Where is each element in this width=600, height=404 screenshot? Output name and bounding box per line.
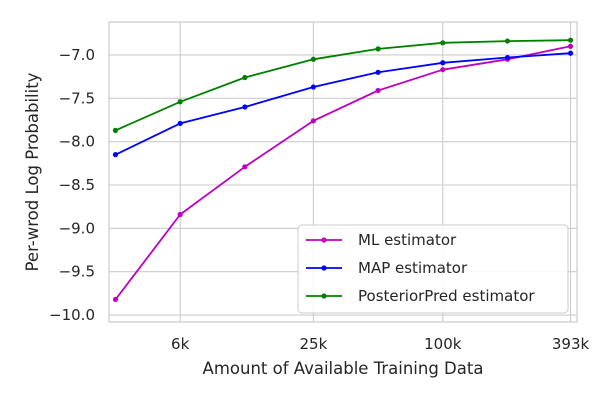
data-point — [310, 84, 316, 90]
data-point — [504, 54, 511, 61]
x-tick-label: 100k — [424, 335, 462, 353]
data-point — [440, 60, 446, 66]
y-tick-label: −10.0 — [49, 306, 95, 324]
data-point — [177, 211, 183, 218]
data-point — [375, 46, 381, 52]
data-point — [112, 296, 119, 303]
series-line — [114, 45, 571, 301]
legend-marker — [321, 237, 327, 243]
series-line — [115, 39, 571, 132]
y-tick-label: −8.5 — [59, 176, 95, 194]
data-point — [504, 38, 511, 44]
y-tick-label: −7.5 — [59, 89, 95, 107]
data-point — [375, 69, 381, 75]
y-tick-label: −7.0 — [59, 46, 95, 64]
tick-labels: 6k 25k 100k 393k −10.0 −9.5 −9.0 −8.5 −8.0 −7.5 −7… — [49, 46, 589, 353]
plot-frame — [108, 21, 578, 323]
data-point — [567, 37, 574, 43]
data-point — [440, 67, 446, 73]
data-point — [310, 118, 316, 124]
series-group — [112, 37, 574, 303]
legend-label: MAP estimator — [358, 259, 468, 277]
data-point — [440, 40, 446, 46]
x-tick-label: 6k — [171, 335, 190, 353]
x-tick-label: 393k — [552, 335, 590, 353]
data-point — [177, 120, 183, 127]
y-axis-label: Per-wrod Log Probability — [23, 72, 42, 271]
legend-box — [297, 224, 569, 314]
legend-marker — [321, 265, 327, 271]
data-point — [242, 164, 248, 170]
y-tick-label: −9.5 — [59, 263, 95, 281]
data-point — [177, 99, 183, 105]
y-tick-label: −9.0 — [59, 219, 95, 237]
data-point — [310, 56, 316, 62]
legend-marker — [321, 293, 327, 299]
data-point — [567, 43, 574, 49]
legend: ML estimator MAP estimator PosteriorPred e… — [297, 224, 569, 314]
data-point — [242, 74, 248, 81]
data-point — [567, 50, 574, 56]
y-tick-label: −8.0 — [59, 133, 95, 151]
x-axis-label: Amount of Available Training Data — [203, 359, 484, 378]
series-line — [115, 52, 571, 156]
data-point — [112, 127, 119, 133]
x-tick-label: 25k — [299, 335, 327, 353]
data-point — [375, 87, 381, 94]
legend-label: ML estimator — [358, 231, 457, 249]
data-point — [112, 152, 119, 158]
legend-label: PosteriorPred estimator — [358, 287, 535, 305]
data-point — [242, 104, 248, 110]
